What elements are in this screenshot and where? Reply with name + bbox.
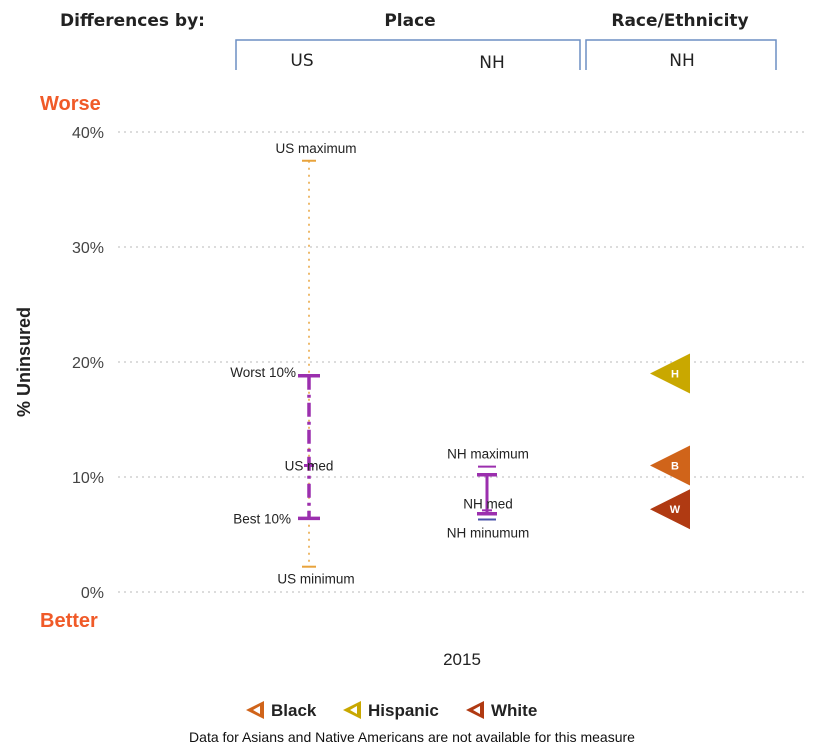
- y-tick-labels: 0% 10% 20% 30% 40%: [72, 125, 104, 602]
- gridlines: [118, 131, 808, 593]
- race-marker-letter-black: B: [671, 461, 679, 473]
- y-tick-label: 40%: [72, 125, 104, 142]
- worst-10-label: Worst 10%: [230, 365, 296, 380]
- x-axis-year: 2015: [443, 650, 481, 669]
- place-bracket: [235, 39, 581, 70]
- y-tick-label: 10%: [72, 470, 104, 487]
- race-ethnicity-bracket: [585, 39, 777, 70]
- race-marker-letter-white: W: [670, 504, 681, 516]
- place-header: Place: [384, 11, 435, 31]
- y-tick-label: 20%: [72, 355, 104, 372]
- y-tick-label: 0%: [81, 585, 104, 602]
- legend-label-hispanic: Hispanic: [368, 701, 439, 720]
- worse-label: Worse: [40, 93, 101, 115]
- legend: Black Hispanic White: [246, 701, 537, 720]
- y-axis-title: % Uninsured: [14, 307, 34, 417]
- column-us-label: US: [290, 51, 313, 71]
- race-marker-hispanic: [650, 353, 690, 394]
- legend-icon-inner-white: [473, 706, 480, 714]
- nh-maximum-label: NH maximum: [447, 447, 529, 462]
- us-range-group: [298, 159, 320, 568]
- nh-range-group: [477, 465, 497, 521]
- column-nh-label: NH: [479, 53, 505, 73]
- race-markers: H B W: [650, 353, 690, 530]
- us-minimum-label: US minimum: [277, 572, 354, 587]
- us-maximum-label: US maximum: [275, 141, 356, 156]
- column-race-nh-label: NH: [669, 51, 695, 71]
- legend-label-black: Black: [271, 701, 317, 720]
- nh-median-label: NH med: [463, 496, 513, 511]
- legend-label-white: White: [491, 701, 537, 720]
- availability-note: Data for Asians and Native Americans are…: [189, 729, 635, 745]
- legend-icon-inner-hispanic: [350, 706, 357, 714]
- nh-minimum-label: NH minumum: [447, 526, 530, 541]
- race-marker-letter-hispanic: H: [671, 369, 679, 381]
- us-median-label: US med: [285, 459, 334, 474]
- better-label: Better: [40, 610, 98, 632]
- race-ethnicity-header: Race/Ethnicity: [611, 11, 748, 31]
- best-10-label: Best 10%: [233, 511, 291, 526]
- differences-by-label: Differences by:: [60, 11, 205, 31]
- y-tick-label: 30%: [72, 240, 104, 257]
- legend-icon-inner-black: [253, 706, 260, 714]
- race-marker-black: [650, 445, 690, 486]
- race-marker-white: [650, 489, 690, 530]
